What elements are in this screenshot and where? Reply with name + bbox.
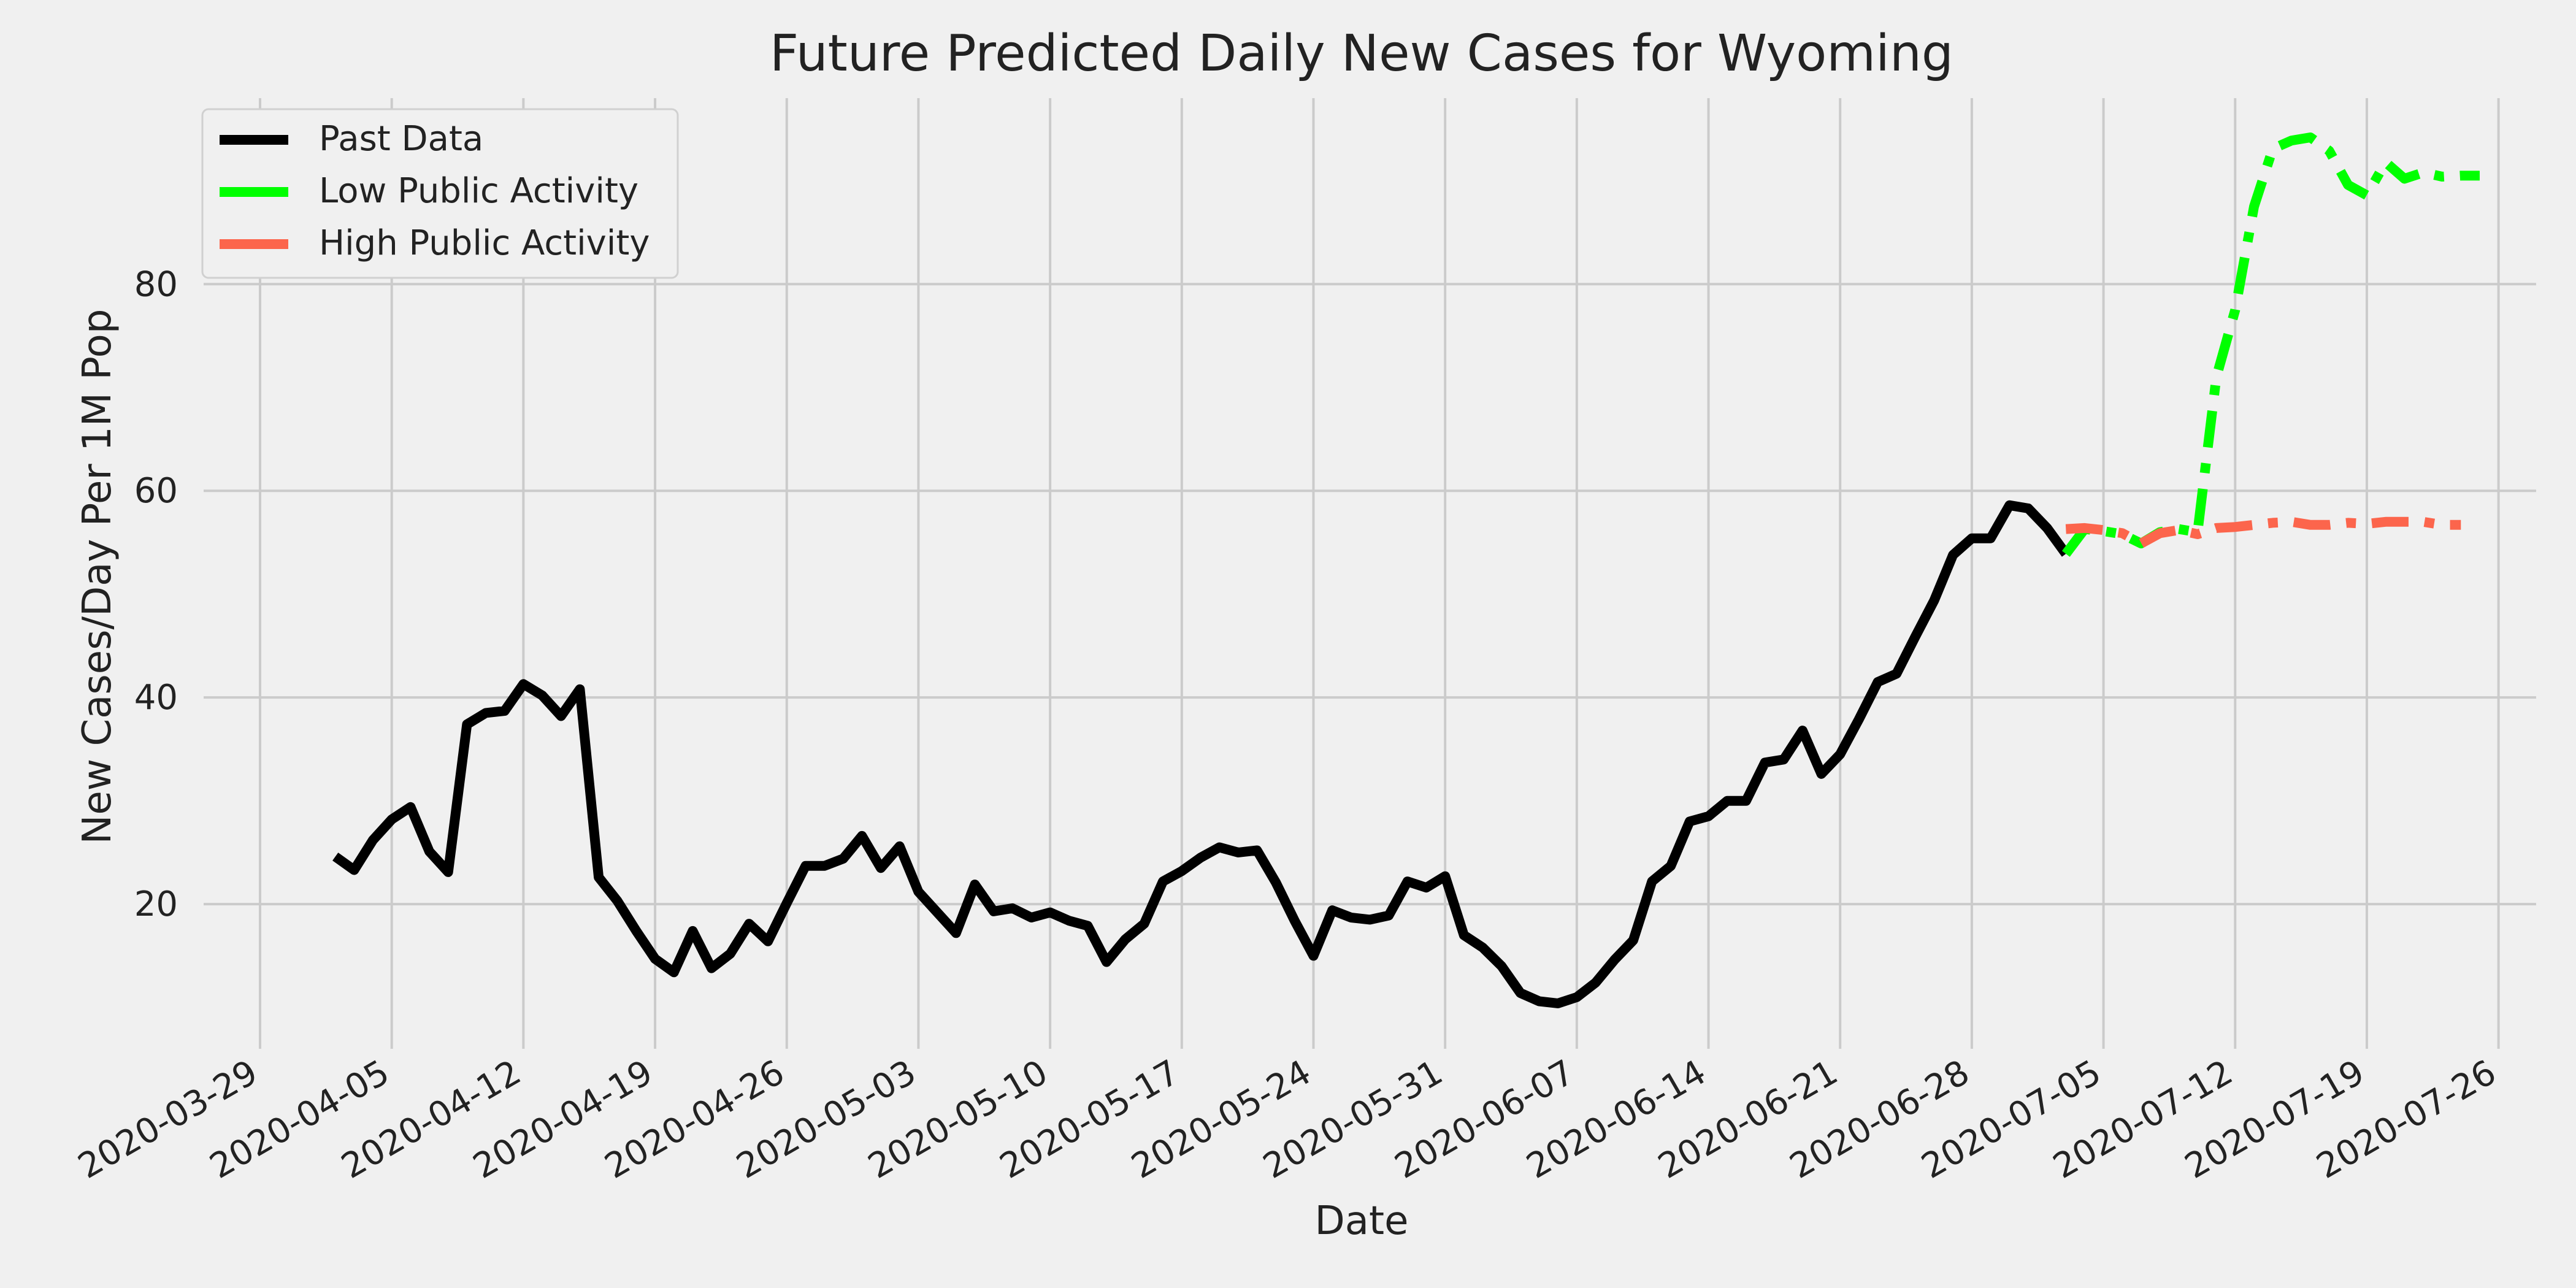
legend-label-low-public-activity: Low Public Activity: [319, 171, 638, 211]
series-line-past-data: [332, 500, 2070, 1008]
series-line-high-public-activity: [2065, 516, 2461, 549]
x-axis-label: Date: [1315, 1198, 1409, 1244]
series-lines: [332, 132, 2480, 1008]
series-line-low-public-activity: [2061, 132, 2480, 557]
gridlines: [204, 98, 2536, 1049]
y-tick-label: 40: [134, 678, 178, 718]
chart-title: Future Predicted Daily New Cases for Wyo…: [770, 25, 1953, 83]
y-tick-label: 80: [134, 264, 178, 304]
legend-label-high-public-activity: High Public Activity: [319, 223, 650, 263]
y-tick-label: 60: [134, 471, 178, 511]
legend-label-past-data: Past Data: [319, 119, 483, 159]
y-tick-labels: 20 40 60 80: [134, 264, 178, 924]
y-axis-label: New Cases/Day Per 1M Pop: [75, 309, 120, 845]
legend-box: [201, 108, 679, 279]
y-tick-label: 20: [134, 884, 178, 924]
legend: Past Data Low Public Activity High Publi…: [201, 108, 679, 279]
